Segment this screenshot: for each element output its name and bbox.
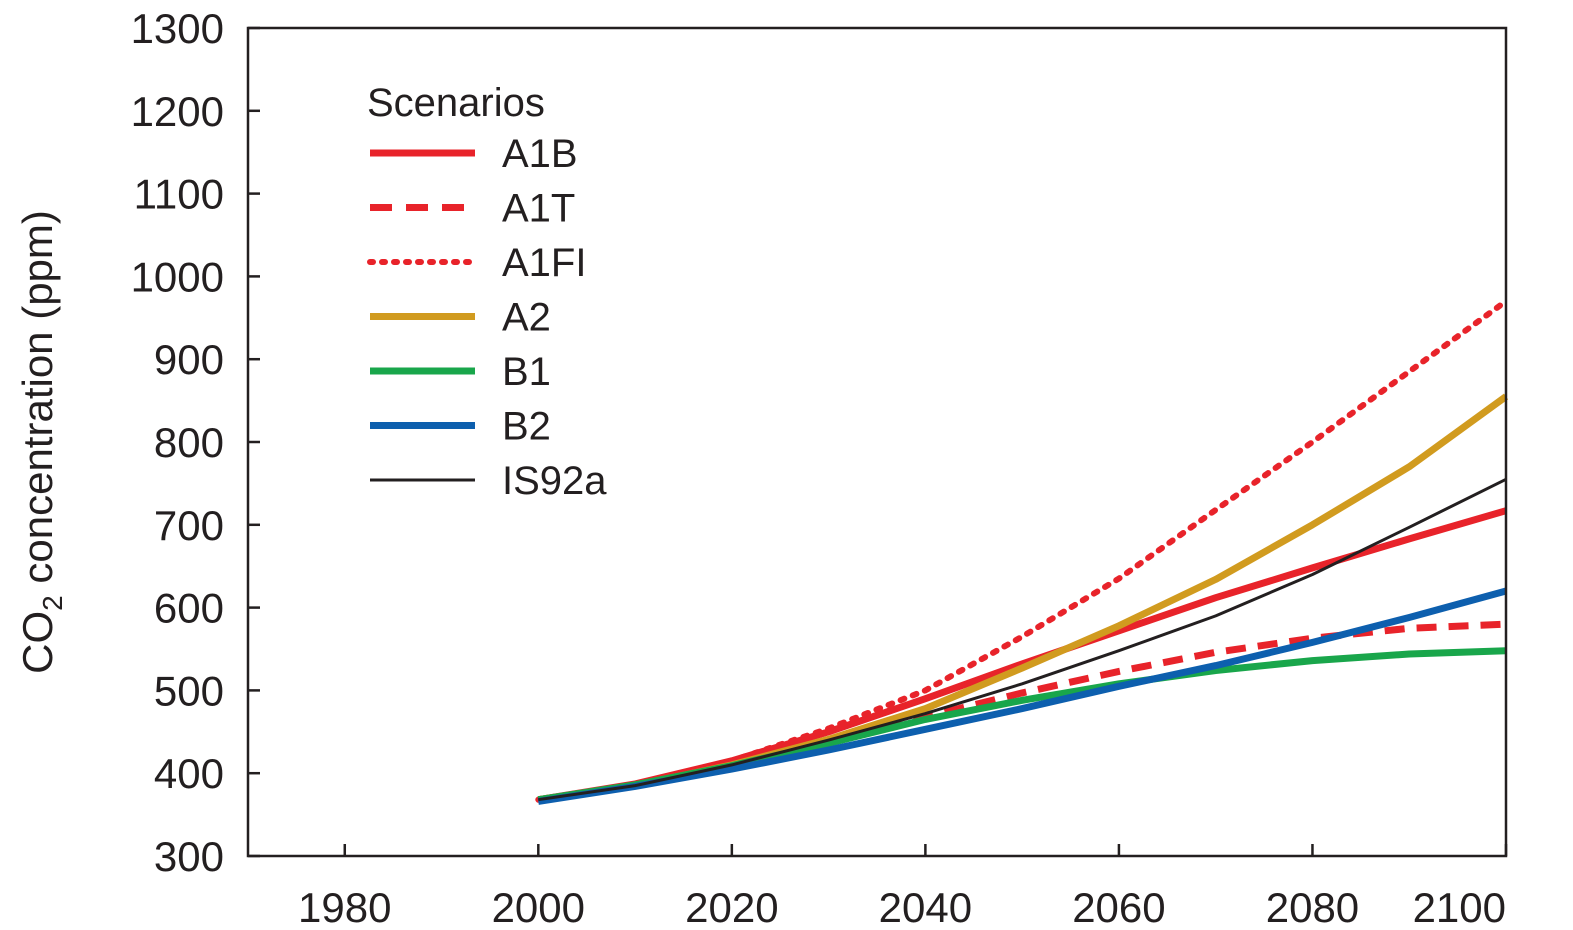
plot-lines	[535, 298, 1509, 805]
y-tick-label: 1100	[134, 171, 224, 218]
x-tick-label: 2020	[685, 884, 778, 930]
y-axis-title-prefix: CO	[14, 611, 61, 674]
y-tick-label: 400	[154, 750, 224, 797]
y-tick-label: 600	[154, 585, 224, 632]
x-tick-label: 2000	[492, 884, 585, 930]
y-tick-label: 300	[154, 833, 224, 880]
legend-label-a1b: A1B	[502, 132, 578, 176]
legend-label-is92a: IS92a	[502, 459, 607, 503]
y-axis-title-suffix: concentration (ppm)	[14, 210, 61, 595]
legend-label-a1fi: A1FI	[502, 241, 586, 285]
legend-label-b2: B2	[502, 405, 551, 449]
x-axis-ticks: 1980 2000 2020 2040 2060 2080 2100	[298, 844, 1508, 930]
y-tick-label: 1300	[131, 5, 224, 52]
legend-title: Scenarios	[367, 81, 545, 125]
legend-label-a1t: A1T	[502, 187, 575, 231]
y-axis-title-subscript: 2	[37, 595, 68, 611]
y-tick-label: 1200	[131, 88, 224, 135]
y-axis-title: CO2 concentration (ppm)	[14, 210, 68, 674]
series-line-is92a	[538, 477, 1507, 802]
x-tick-label: 2100	[1413, 884, 1506, 930]
y-tick-label: 800	[154, 419, 224, 466]
y-axis-ticks: 300 400 500 600 700 800 900 1000 1100 1200 1300	[131, 5, 260, 880]
y-tick-label: 1000	[131, 253, 224, 300]
series-line-a1fi	[535, 298, 1509, 803]
series-line-b2	[537, 587, 1507, 805]
x-tick-label: 1980	[298, 884, 391, 930]
y-tick-label: 900	[154, 336, 224, 383]
y-tick-label: 700	[154, 502, 224, 549]
x-tick-label: 2060	[1072, 884, 1165, 930]
legend-label-b1: B1	[502, 350, 551, 394]
y-tick-label: 500	[154, 667, 224, 714]
legend-label-a2: A2	[502, 296, 551, 340]
legend: Scenarios A1B A1T A1FI A2 B1 B2 IS92a	[367, 81, 607, 503]
series-line-a2	[537, 393, 1509, 804]
x-tick-label: 2040	[879, 884, 972, 930]
x-tick-label: 2080	[1266, 884, 1359, 930]
